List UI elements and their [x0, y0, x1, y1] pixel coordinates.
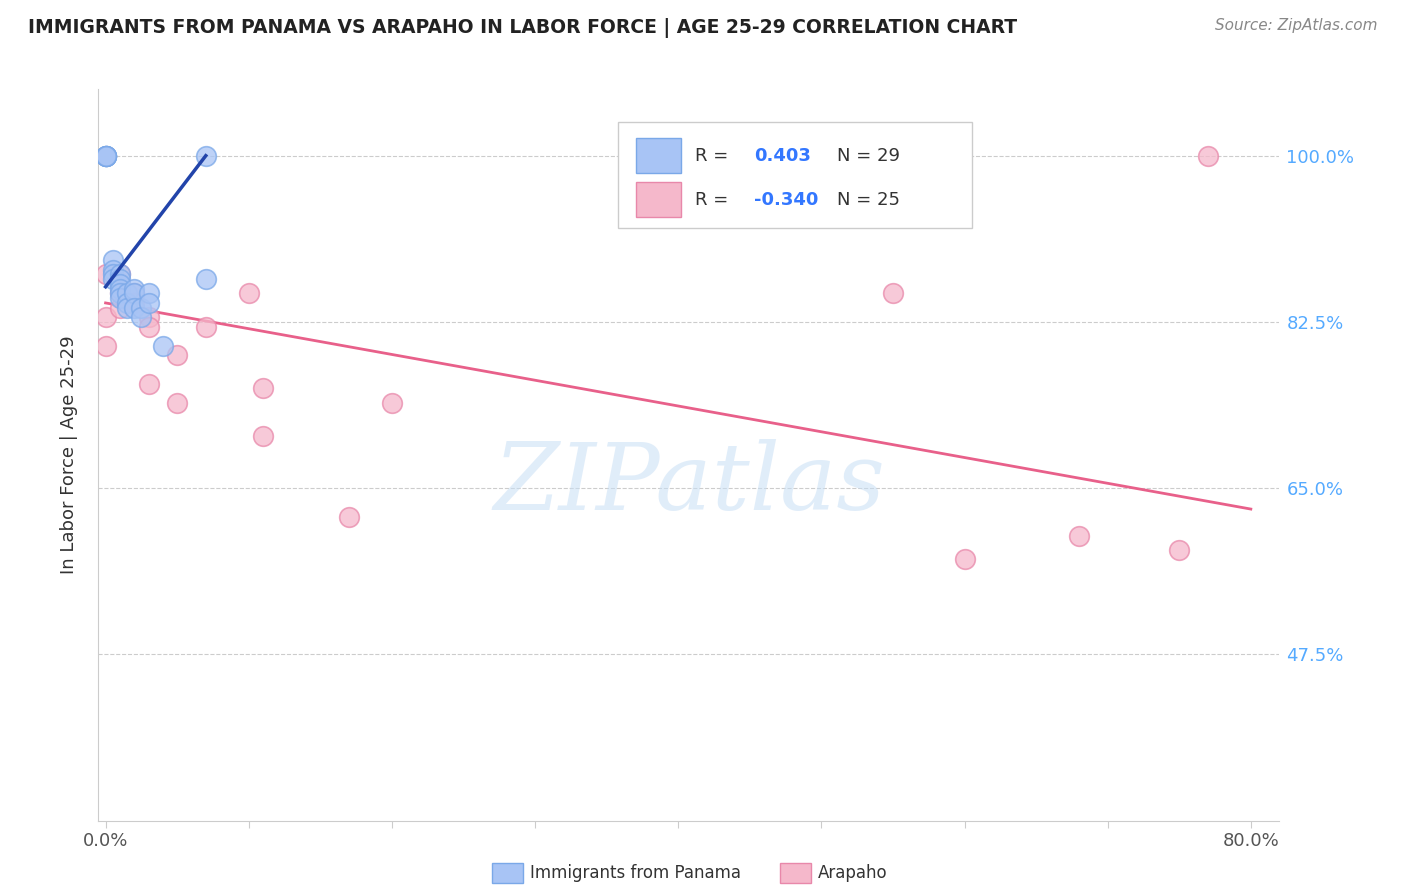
Point — [138, 319, 160, 334]
Point — [94, 149, 117, 163]
Text: Arapaho: Arapaho — [818, 864, 889, 882]
Point — [94, 149, 117, 163]
Point — [122, 282, 145, 296]
Point — [101, 253, 124, 268]
Text: 0.403: 0.403 — [754, 147, 811, 165]
Point — [1197, 149, 1219, 163]
Point — [381, 395, 404, 409]
Point — [238, 286, 260, 301]
Point — [115, 296, 138, 310]
Point — [337, 509, 360, 524]
Point — [166, 395, 188, 409]
Text: -0.340: -0.340 — [754, 191, 818, 209]
Point — [94, 149, 117, 163]
FancyBboxPatch shape — [636, 182, 681, 218]
Point — [138, 376, 160, 391]
Point — [108, 277, 131, 291]
Point — [194, 319, 217, 334]
Point — [94, 149, 117, 163]
Point — [1168, 542, 1191, 557]
Point — [166, 348, 188, 362]
Point — [101, 268, 124, 282]
Point — [122, 286, 145, 301]
Point — [131, 310, 153, 325]
Text: N = 29: N = 29 — [837, 147, 900, 165]
Point — [94, 149, 117, 163]
Point — [108, 277, 131, 291]
FancyBboxPatch shape — [619, 122, 973, 228]
Point — [194, 272, 217, 286]
Point — [108, 272, 131, 286]
Point — [1067, 529, 1090, 543]
Text: Source: ZipAtlas.com: Source: ZipAtlas.com — [1215, 18, 1378, 33]
Text: R =: R = — [695, 191, 734, 209]
FancyBboxPatch shape — [636, 138, 681, 173]
Text: R =: R = — [695, 147, 734, 165]
Point — [122, 301, 145, 315]
Point — [94, 310, 117, 325]
Point — [101, 262, 124, 277]
Text: IMMIGRANTS FROM PANAMA VS ARAPAHO IN LABOR FORCE | AGE 25-29 CORRELATION CHART: IMMIGRANTS FROM PANAMA VS ARAPAHO IN LAB… — [28, 18, 1018, 37]
Text: N = 25: N = 25 — [837, 191, 900, 209]
Point — [108, 301, 131, 315]
Point — [108, 282, 131, 296]
Point — [252, 429, 274, 443]
Point — [194, 149, 217, 163]
Point — [115, 286, 138, 301]
Point — [94, 149, 117, 163]
Text: Immigrants from Panama: Immigrants from Panama — [530, 864, 741, 882]
Point — [152, 339, 174, 353]
Point — [138, 296, 160, 310]
Point — [252, 381, 274, 395]
Text: ZIPatlas: ZIPatlas — [494, 439, 884, 529]
Point — [108, 268, 131, 282]
Point — [138, 310, 160, 325]
Point — [122, 286, 145, 301]
Point — [953, 552, 976, 566]
Point — [94, 268, 117, 282]
Point — [108, 286, 131, 301]
Point — [108, 286, 131, 301]
Point — [138, 286, 160, 301]
Point — [94, 339, 117, 353]
Y-axis label: In Labor Force | Age 25-29: In Labor Force | Age 25-29 — [59, 335, 77, 574]
Point — [882, 286, 904, 301]
Point — [101, 272, 124, 286]
Point — [131, 301, 153, 315]
Point — [108, 291, 131, 305]
Point — [122, 296, 145, 310]
Point — [115, 301, 138, 315]
Point — [108, 268, 131, 282]
